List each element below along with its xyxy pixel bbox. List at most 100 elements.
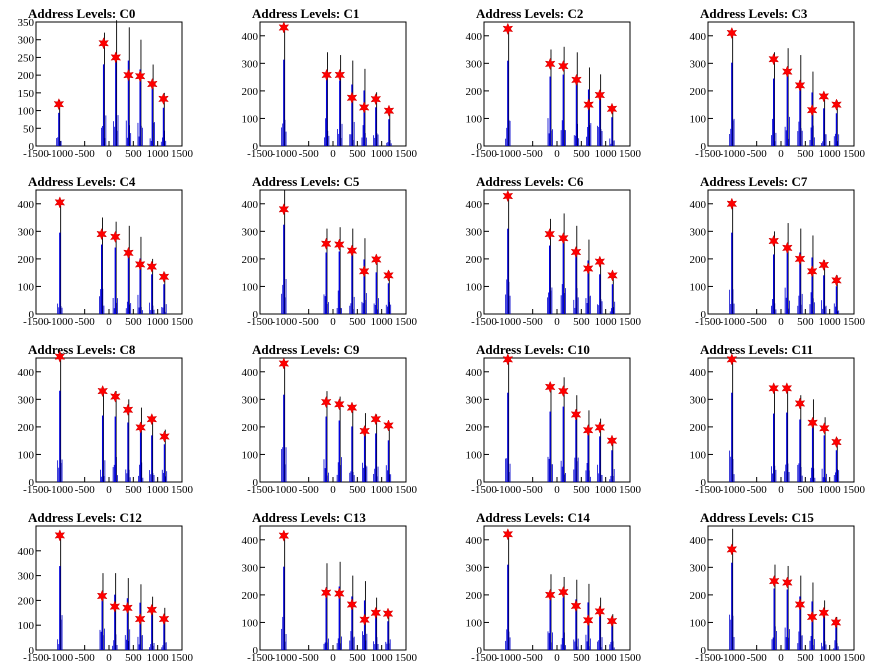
x-tick-label: -1500	[247, 652, 273, 664]
x-tick-label: -1000	[495, 148, 521, 160]
x-tick-label: 1500	[843, 652, 866, 664]
x-tick-label: -1500	[471, 652, 497, 664]
x-tick-label: 0	[330, 148, 336, 160]
y-tick-label: 100	[690, 113, 707, 125]
x-tick-label: 0	[106, 652, 112, 664]
x-tick-label: 500	[125, 652, 142, 664]
y-tick-label: 0	[701, 645, 707, 657]
peak-marker	[768, 382, 780, 395]
x-tick-label: 1500	[171, 484, 194, 496]
x-tick-label: 500	[349, 316, 366, 328]
x-tick-label: 1500	[171, 652, 194, 664]
y-tick-label: 400	[242, 31, 259, 43]
y-tick-label: 400	[18, 367, 35, 379]
panel-7: Address Levels: C7 0 100 200 300 400 -1500-100…	[690, 174, 866, 328]
y-tick-label: 300	[242, 226, 259, 238]
y-tick-label: 400	[466, 535, 483, 547]
peak-marker	[557, 59, 569, 73]
y-tick-label: 400	[18, 546, 35, 558]
peak-marker	[54, 196, 66, 209]
plot-frame	[707, 21, 855, 147]
peak-marker	[502, 528, 514, 541]
peak-marker	[726, 543, 738, 556]
y-tick-label: 300	[18, 394, 35, 406]
y-tick-label: 0	[701, 309, 707, 321]
peak-marker	[370, 92, 382, 106]
peak-marker	[370, 253, 382, 266]
y-tick-label: 100	[18, 449, 35, 461]
x-tick-label: -1500	[695, 652, 721, 664]
y-tick-label: 400	[466, 367, 483, 379]
y-tick-label: 50	[23, 123, 35, 135]
y-tick-label: 0	[253, 141, 259, 153]
x-tick-label: -1000	[719, 484, 745, 496]
x-tick-label: 500	[125, 316, 142, 328]
peak-marker	[781, 576, 793, 589]
peak-marker	[97, 384, 109, 398]
peak-marker	[818, 606, 830, 619]
x-tick-label: 0	[554, 652, 560, 664]
y-tick-label: 200	[242, 86, 259, 98]
x-tick-label: -500	[747, 148, 768, 160]
peak-marker	[358, 265, 370, 278]
y-tick-label: 200	[242, 254, 259, 266]
peak-marker	[768, 574, 780, 588]
x-tick-label: -500	[747, 316, 768, 328]
peak-marker	[831, 274, 842, 287]
peak-marker	[806, 265, 818, 278]
x-tick-label: -1500	[695, 484, 721, 496]
panel-2: Address Levels: C2 0 100 200 300 400 -1500-100…	[466, 6, 642, 160]
y-tick-label: 0	[477, 309, 483, 321]
peak-marker	[134, 258, 146, 271]
x-tick-label: 1500	[843, 148, 866, 160]
peak-marker	[726, 26, 738, 40]
x-tick-label: -500	[523, 652, 544, 664]
peak-marker	[583, 98, 594, 111]
x-tick-label: 1000	[147, 652, 170, 664]
x-tick-label: 1000	[595, 148, 618, 160]
peak-marker	[159, 430, 170, 443]
x-tick-label: -1000	[271, 316, 297, 328]
peak-marker	[109, 390, 121, 403]
x-tick-label: 1500	[619, 652, 642, 664]
y-tick-label: 0	[701, 141, 707, 153]
peak-marker	[768, 53, 780, 66]
y-tick-label: 400	[690, 367, 707, 379]
x-tick-label: -500	[75, 484, 96, 496]
panel-title: Address Levels: C9	[252, 342, 360, 357]
panel-title: Address Levels: C14	[476, 510, 590, 525]
peak-marker	[768, 234, 780, 248]
y-tick-label: 300	[690, 58, 707, 70]
peak-marker	[370, 412, 382, 426]
y-tick-label: 200	[242, 422, 259, 434]
y-tick-label: 100	[242, 617, 259, 629]
peak-marker	[607, 269, 618, 282]
peak-marker	[122, 403, 134, 416]
x-tick-label: 1000	[147, 148, 170, 160]
y-tick-label: 350	[18, 17, 35, 29]
peak-marker	[54, 350, 66, 363]
x-tick-label: -500	[747, 652, 768, 664]
peak-marker	[146, 77, 158, 91]
peak-marker	[110, 51, 122, 64]
peak-marker	[359, 424, 370, 438]
y-tick-label: 300	[242, 394, 259, 406]
y-tick-label: 200	[18, 70, 35, 82]
panel-4: Address Levels: C4 0 100 200 300 400 -1500-100…	[18, 174, 194, 328]
y-tick-label: 100	[18, 106, 35, 118]
peak-marker	[346, 244, 358, 257]
y-tick-label: 300	[242, 562, 259, 574]
y-tick-label: 100	[466, 113, 483, 125]
peak-marker	[594, 605, 606, 618]
y-tick-label: 400	[242, 199, 259, 211]
peak-marker	[502, 353, 514, 366]
x-tick-label: 1000	[147, 484, 170, 496]
panel-title: Address Levels: C6	[476, 174, 584, 189]
peak-marker	[781, 65, 793, 78]
peak-marker	[320, 237, 332, 250]
plot-frame	[35, 21, 183, 147]
peak-marker	[333, 398, 345, 411]
y-tick-label: 400	[690, 535, 707, 547]
peak-marker	[794, 397, 806, 410]
